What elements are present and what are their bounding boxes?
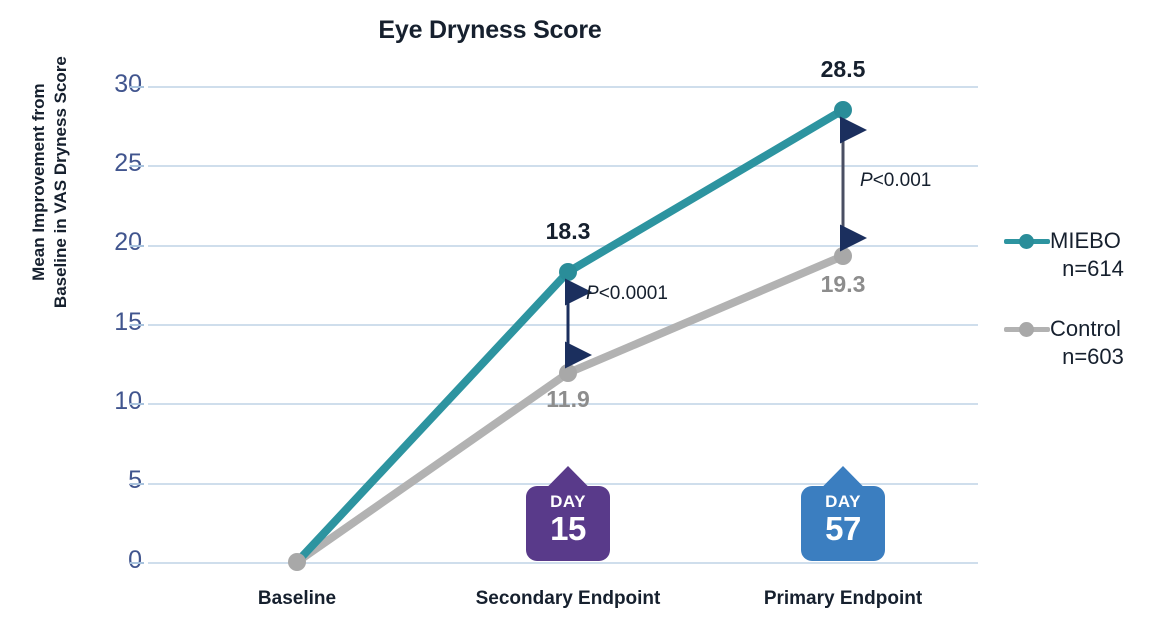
p-value-secondary-value: <0.0001 [598,283,668,304]
chart-title: Eye Dryness Score [378,16,602,44]
day-badge-57-word: DAY [825,492,861,511]
p-value-primary-value: <0.001 [872,170,932,191]
p-value-primary-symbol: P [860,170,873,191]
legend-label-control: Control [1050,316,1121,341]
day-badge-15: DAY 15 [526,466,610,561]
y-tick-mark-5 [130,483,144,485]
legend-label-miebo: MIEBO [1050,228,1121,253]
gridline-30 [148,86,978,88]
p-value-secondary-symbol: P [586,283,599,304]
legend-row-miebo: MIEBO [1004,228,1164,254]
y-tick-mark-25 [130,165,144,167]
day-badge-57-number: 57 [825,510,861,547]
p-value-secondary: P<0.0001 [586,283,668,305]
day-badge-15-body [526,486,610,561]
gridline-20 [148,245,978,247]
y-tick-mark-15 [130,324,144,326]
y-tick-mark-0 [130,562,144,564]
day-badge-15-text: DAY 15 [526,492,610,547]
day-badge-15-number: 15 [550,510,586,547]
x-axis-label-primary: Primary Endpoint [763,588,923,609]
y-tick-label-25: 25 [114,149,142,177]
legend-marker-miebo-icon [1004,230,1050,252]
y-tick-label-20: 20 [114,228,142,256]
value-label-miebo-secondary: 18.3 [545,218,591,244]
day-badge-57: DAY 57 [801,466,885,561]
legend-sublabel-control: n=603 [1062,344,1124,369]
legend-row-control: Control [1004,316,1164,342]
value-label-miebo-primary: 28.5 [820,56,866,82]
value-label-control-secondary: 11.9 [546,386,590,412]
y-axis-title: Mean Improvement from Baseline in VAS Dr… [28,0,72,382]
y-tick-mark-10 [130,403,144,405]
y-tick-label-10: 10 [114,387,142,415]
legend-marker-control-icon [1004,318,1050,340]
y-axis-title-line1: Mean Improvement from [28,83,48,281]
y-tick-mark-30 [130,86,144,88]
day-badge-15-word: DAY [550,492,586,511]
legend-entry-control: Control n=603 [1004,316,1164,370]
gridline-0 [148,562,978,564]
legend-entry-miebo: MIEBO n=614 [1004,228,1164,282]
value-label-control-primary: 19.3 [820,271,866,297]
gridline-25 [148,165,978,167]
p-value-primary: P<0.001 [860,170,931,192]
y-tick-label-30: 30 [114,70,142,98]
gridline-15 [148,324,978,326]
day-badge-57-body [801,486,885,561]
x-axis-label-baseline: Baseline [257,588,337,609]
chart-legend: MIEBO n=614 Control n=603 [1004,228,1164,404]
y-tick-label-5: 5 [128,466,142,494]
y-axis-title-line2: Baseline in VAS Dryness Score [51,56,70,309]
y-tick-mark-20 [130,245,144,247]
day-badge-57-text: DAY 57 [801,492,885,547]
y-tick-label-15: 15 [114,308,142,336]
legend-sublabel-miebo: n=614 [1062,256,1124,281]
y-tick-label-0: 0 [128,546,142,574]
x-axis-label-secondary: Secondary Endpoint [475,588,661,609]
